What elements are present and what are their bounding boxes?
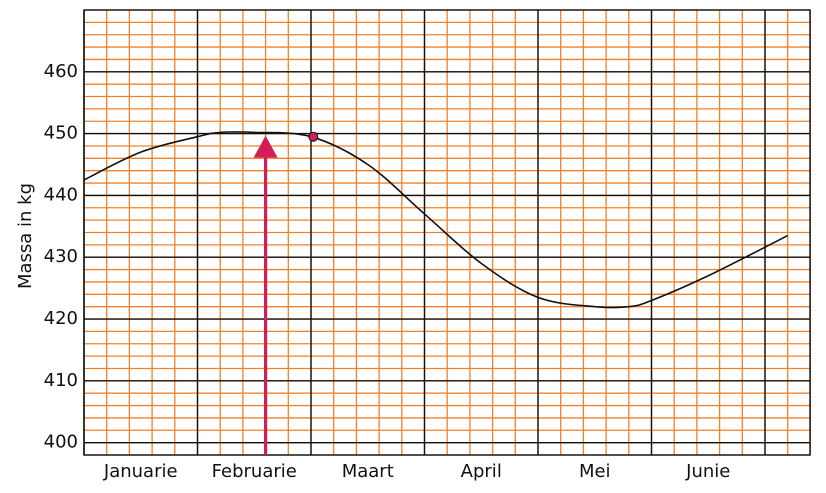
- y-tick-label: 450: [44, 123, 78, 144]
- y-tick-label: 430: [44, 246, 78, 267]
- y-tick-labels: 400 410 420 430 440 450 460: [44, 61, 78, 453]
- highlight-point: [308, 131, 319, 142]
- series-layer: [83, 131, 789, 309]
- x-tick-label: Januarie: [103, 461, 178, 482]
- x-tick-label: Junie: [685, 461, 730, 482]
- x-tick-label: April: [461, 461, 502, 482]
- y-tick-label: 410: [44, 370, 78, 391]
- plot-frame: [83, 9, 811, 456]
- annotation-layer: [253, 131, 319, 455]
- y-tick-label: 440: [44, 184, 78, 205]
- arrow-head: [253, 135, 278, 158]
- y-axis-title: Massa in kg: [15, 183, 36, 289]
- y-tick-label: 460: [44, 61, 78, 82]
- y-tick-label: 400: [44, 432, 78, 453]
- x-tick-label: Februarie: [212, 461, 297, 482]
- y-tick-label: 420: [44, 308, 78, 329]
- x-tick-labels: Januarie Februarie Maart April Mei Junie: [103, 461, 730, 482]
- minor-grid: [83, 9, 812, 456]
- x-tick-label: Mei: [579, 461, 611, 482]
- series-line-0: [83, 131, 789, 309]
- x-tick-label: Maart: [342, 461, 394, 482]
- major-grid: [83, 9, 811, 456]
